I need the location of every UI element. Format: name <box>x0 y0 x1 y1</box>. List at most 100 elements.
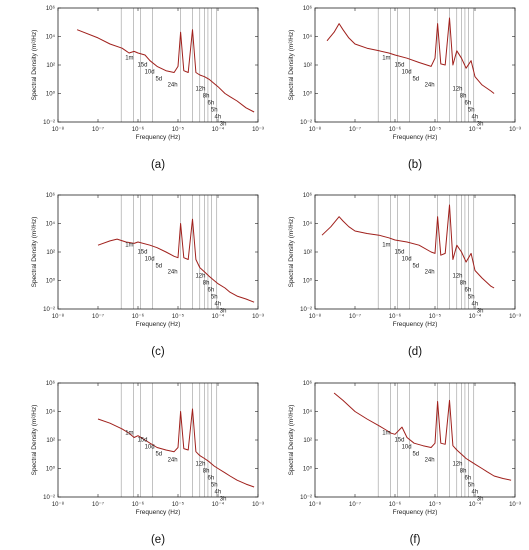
x-tick-label: 10⁻⁶ <box>132 501 145 508</box>
y-tick-label: 10² <box>46 250 55 256</box>
period-label: 10d <box>402 256 412 262</box>
y-tick-label: 10² <box>46 63 55 69</box>
period-label: 8h <box>460 93 467 99</box>
y-tick-label: 10⁰ <box>46 91 56 98</box>
period-label: 10d <box>402 69 412 75</box>
period-label: 1m <box>125 430 133 436</box>
x-tick-label: 10⁻⁴ <box>469 501 482 508</box>
y-tick-label: 10⁴ <box>303 34 313 41</box>
x-tick-label: 10⁻⁷ <box>92 501 104 508</box>
x-tick-label: 10⁻⁵ <box>172 501 185 508</box>
period-label: 1m <box>382 55 390 61</box>
period-label: 3h <box>477 308 484 314</box>
period-label: 15d <box>394 437 404 443</box>
x-axis-label: Frequency (Hz) <box>136 509 181 516</box>
y-tick-label: 10⁶ <box>303 192 313 199</box>
y-tick-label: 10² <box>303 63 312 69</box>
x-tick-label: 10⁻⁴ <box>469 126 482 133</box>
period-label: 24h <box>168 269 178 275</box>
y-axis-label: Spectral Density (m²/Hz) <box>31 30 38 101</box>
y-tick-label: 10⁻² <box>300 307 312 313</box>
period-label: 4h <box>215 489 222 495</box>
y-tick-label: 10⁰ <box>303 91 313 98</box>
x-tick-label: 10⁻³ <box>252 502 264 508</box>
y-tick-label: 10⁶ <box>46 192 56 199</box>
period-label: 5d <box>412 451 419 457</box>
period-label: 24h <box>425 82 435 88</box>
y-tick-label: 10² <box>303 438 312 444</box>
x-tick-label: 10⁻³ <box>509 314 521 320</box>
y-tick-label: 10⁶ <box>303 380 313 387</box>
period-label: 10d <box>145 444 155 450</box>
y-axis-label: Spectral Density (m²/Hz) <box>31 217 38 288</box>
y-tick-label: 10⁴ <box>303 221 313 228</box>
period-label: 1m <box>125 55 133 61</box>
chart-panel-f: 10⁻⁸ 10⁻⁷ 10⁻⁶ 10⁻⁵ 10⁻⁴ 10⁻³ 10⁻² 10⁰ 10² 10⁴ 10⁶… <box>288 380 521 546</box>
period-label: 15d <box>394 62 404 68</box>
x-axis-label: Frequency (Hz) <box>393 321 438 328</box>
y-tick-label: 10⁻² <box>43 495 55 501</box>
x-tick-label: 10⁻⁴ <box>212 501 225 508</box>
y-tick-label: 10⁻² <box>43 120 55 126</box>
plot-frame <box>57 194 259 310</box>
x-tick-label: 10⁻⁴ <box>212 313 225 320</box>
period-label: 3h <box>477 496 484 502</box>
period-label: 5d <box>412 76 419 82</box>
x-tick-label: 10⁻⁶ <box>389 313 402 320</box>
period-label: 4h <box>472 114 479 120</box>
period-label: 12h <box>195 86 205 92</box>
y-tick-label: 10⁻² <box>300 120 312 126</box>
period-label: 5h <box>211 482 218 488</box>
y-tick-label: 10² <box>46 438 55 444</box>
x-tick-label: 10⁻⁶ <box>132 313 145 320</box>
period-label: 6h <box>208 287 215 293</box>
x-axis-label: Frequency (Hz) <box>136 134 181 141</box>
x-tick-label: 10⁻³ <box>252 127 264 133</box>
y-tick-label: 10⁶ <box>46 5 56 12</box>
x-tick-label: 10⁻⁶ <box>132 126 145 133</box>
y-tick-label: 10⁴ <box>46 221 56 228</box>
period-label: 5h <box>468 482 475 488</box>
x-tick-label: 10⁻⁸ <box>52 126 65 133</box>
period-label: 5d <box>155 263 162 269</box>
period-label: 10d <box>145 256 155 262</box>
x-tick-label: 10⁻⁸ <box>309 501 322 508</box>
series-line <box>76 29 255 113</box>
period-label: 6h <box>465 287 472 293</box>
period-label: 15d <box>137 249 147 255</box>
series-line <box>97 408 255 488</box>
chart-panel-b: 10⁻⁸ 10⁻⁷ 10⁻⁶ 10⁻⁵ 10⁻⁴ 10⁻³ 10⁻² 10⁰ 10² 10⁴ 10⁶… <box>288 5 521 171</box>
y-tick-label: 10⁶ <box>46 380 56 387</box>
x-tick-label: 10⁻⁶ <box>389 501 402 508</box>
plot-frame <box>314 7 516 123</box>
panel-caption: (a) <box>151 159 165 171</box>
x-tick-label: 10⁻³ <box>509 502 521 508</box>
y-tick-label: 10⁶ <box>303 5 313 12</box>
period-label: 5d <box>155 451 162 457</box>
period-label: 6h <box>208 475 215 481</box>
period-label: 8h <box>460 468 467 474</box>
period-label: 1m <box>382 242 390 248</box>
chart-panel-e: 10⁻⁸ 10⁻⁷ 10⁻⁶ 10⁻⁵ 10⁻⁴ 10⁻³ 10⁻² 10⁰ 10² 10⁴ 10⁶… <box>31 380 264 546</box>
period-label: 12h <box>452 461 462 467</box>
period-label: 8h <box>203 280 210 286</box>
series-line <box>326 17 495 94</box>
x-tick-label: 10⁻⁵ <box>429 501 442 508</box>
panel-caption: (d) <box>408 346 422 358</box>
y-tick-label: 10⁰ <box>303 466 313 473</box>
x-axis-label: Frequency (Hz) <box>393 509 438 516</box>
y-tick-label: 10⁻² <box>43 307 55 313</box>
x-tick-label: 10⁻⁸ <box>52 501 65 508</box>
x-axis-label: Frequency (Hz) <box>393 134 438 141</box>
period-label: 3h <box>220 496 227 502</box>
x-tick-label: 10⁻⁵ <box>429 126 442 133</box>
y-tick-label: 10⁻² <box>300 495 312 501</box>
period-label: 15d <box>137 437 147 443</box>
period-label: 1m <box>125 242 133 248</box>
period-label: 4h <box>472 301 479 307</box>
period-label: 6h <box>208 100 215 106</box>
chart-panel-d: 10⁻⁸ 10⁻⁷ 10⁻⁶ 10⁻⁵ 10⁻⁴ 10⁻³ 10⁻² 10⁰ 10² 10⁴ 10⁶… <box>288 192 521 358</box>
x-tick-label: 10⁻⁸ <box>309 126 322 133</box>
period-label: 10d <box>402 444 412 450</box>
